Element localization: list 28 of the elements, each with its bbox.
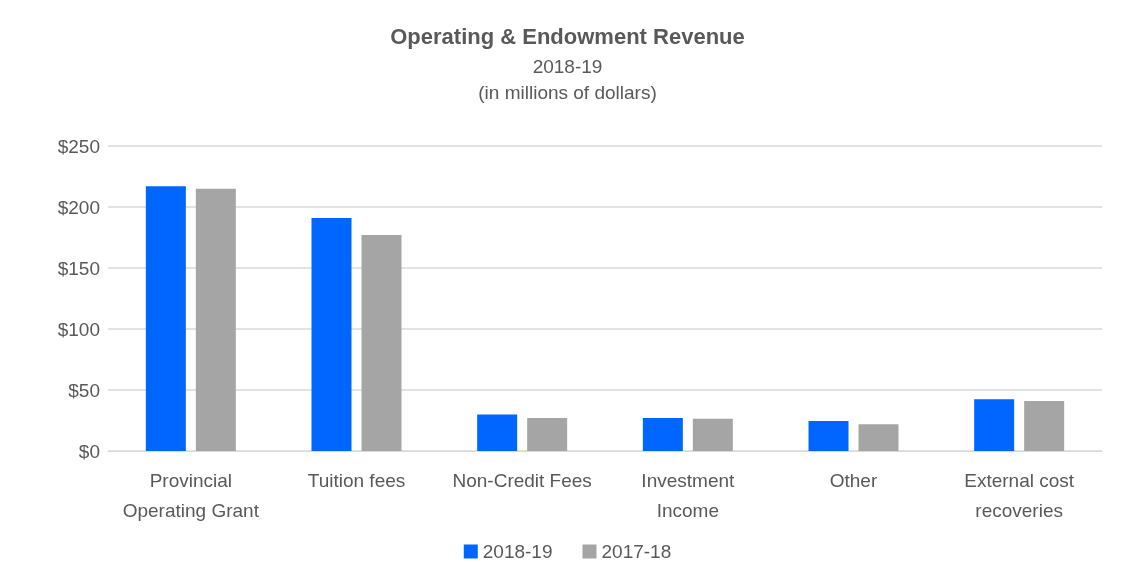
bar [195,188,236,451]
x-tick-label: Other [829,469,878,491]
x-tick-label: Provincial Operating Grant [122,469,260,521]
y-tick-label: $0 [78,440,100,462]
bar [361,235,402,451]
y-tick-label: $50 [68,379,100,401]
x-tick-label: Non-Credit Fees [452,469,592,491]
bar [311,217,352,451]
bar [527,418,568,451]
legend-label: 2017-18 [601,541,672,562]
y-tick-label: $250 [57,135,100,157]
bar [642,418,683,451]
chart-subtitle: 2018-19 (in millions of dollars) [478,55,657,103]
x-tick-label: External cost recoveries [964,469,1075,521]
bar [1024,400,1065,451]
bar [974,399,1015,451]
bar [477,414,518,451]
bar [808,421,849,451]
y-tick-label: $150 [57,257,100,279]
chart-title: Operating & Endowment Revenue [390,23,745,49]
bar [692,418,733,451]
y-tick-label: $200 [57,196,100,218]
bar [858,424,899,451]
legend-label: 2018-19 [482,541,553,562]
x-tick-label: Tuition fees [307,469,406,491]
bar [145,186,186,451]
y-tick-label: $100 [57,318,100,340]
x-tick-label: Investment Income [641,469,736,521]
